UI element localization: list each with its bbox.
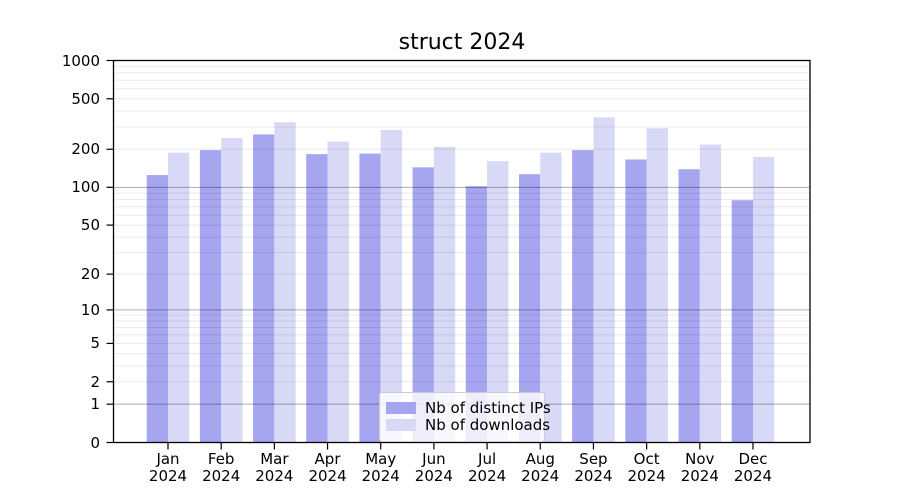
x-tick-label: Jun 2024 (414, 449, 453, 485)
bar-downloads (168, 152, 190, 443)
x-tick-label: Apr 2024 (308, 449, 347, 485)
bar-downloads (593, 117, 615, 443)
axes-spines (112, 59, 811, 444)
bar-distinct-ips (465, 186, 488, 443)
y-tick-label: 100 (71, 178, 100, 197)
legend-item-distinct-ips: Nb of distinct IPs (386, 399, 551, 417)
y-tick-label: 10 (80, 300, 100, 319)
x-tick-label: Oct 2024 (627, 449, 666, 485)
legend-swatch-downloads (386, 419, 416, 431)
y-tick-label: 1 (90, 395, 100, 414)
bar-downloads (752, 156, 775, 443)
x-tick-label: Jan 2024 (148, 449, 188, 485)
bar-distinct-ips (146, 175, 168, 443)
bar-downloads (646, 128, 668, 443)
y-tick-label: 5 (90, 334, 100, 353)
bar-distinct-ips (518, 174, 541, 443)
x-tick-label: Feb 2024 (202, 449, 241, 485)
y-tick-label: 20 (80, 265, 100, 284)
bar-downloads (274, 122, 296, 443)
bar-distinct-ips (359, 153, 381, 443)
bar-distinct-ips (253, 134, 275, 443)
y-tick-label: 2 (90, 372, 100, 391)
bar-distinct-ips (731, 200, 753, 443)
bar-downloads (327, 141, 349, 443)
bar-distinct-ips (412, 167, 434, 443)
legend-label-distinct-ips: Nb of distinct IPs (425, 399, 551, 417)
bar-downloads (221, 138, 243, 443)
bar-distinct-ips (572, 150, 594, 443)
y-tick-label: 50 (80, 216, 100, 235)
x-tick-label: Jul 2024 (467, 449, 507, 485)
bar-distinct-ips (625, 159, 647, 443)
x-tick-label: Dec 2024 (733, 449, 773, 485)
x-tick-label: Aug 2024 (521, 449, 560, 485)
y-tick-label: 0 (90, 433, 100, 452)
y-tick-label: 1000 (61, 51, 100, 70)
x-tick-label: May 2024 (361, 449, 400, 485)
bar-distinct-ips (199, 150, 222, 443)
bar-downloads (380, 129, 403, 443)
legend-label-downloads: Nb of downloads (425, 416, 551, 434)
chart-title: struct 2024 (398, 30, 526, 55)
bar-downloads (433, 146, 456, 443)
y-tick-label: 200 (71, 140, 100, 159)
bar-distinct-ips (678, 169, 700, 443)
legend-item-downloads: Nb of downloads (386, 416, 550, 434)
legend-swatch-distinct-ips (386, 402, 416, 414)
bar-downloads (699, 144, 722, 443)
x-tick-label: Nov 2024 (680, 449, 719, 485)
x-tick-label: Sep 2024 (574, 449, 613, 485)
bar-downloads (540, 152, 562, 443)
bar-distinct-ips (306, 154, 328, 443)
legend: Nb of distinct IPs Nb of downloads (379, 392, 551, 442)
bar-downloads (487, 161, 509, 443)
x-tick-label: Mar 2024 (255, 449, 294, 485)
y-tick-label: 500 (71, 89, 100, 108)
